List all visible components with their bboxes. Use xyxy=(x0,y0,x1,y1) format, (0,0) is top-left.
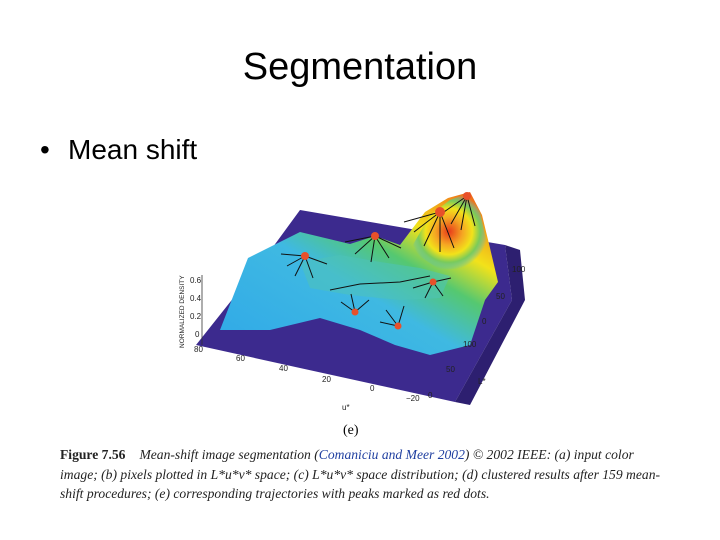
u-axis-label: u* xyxy=(342,403,350,412)
u-tick-label: −20 xyxy=(406,394,420,403)
slide-title: Segmentation xyxy=(242,46,478,88)
density-peak-ridge xyxy=(410,193,488,270)
z-tick-label: 0 xyxy=(195,330,200,339)
u-tick-label: 0 xyxy=(370,384,375,393)
u-tick-label: 60 xyxy=(236,354,245,363)
l-tick-label: 100 xyxy=(463,340,477,349)
peak-marker xyxy=(435,207,445,217)
u-tick-label: 40 xyxy=(279,364,288,373)
l-tick-label: 50 xyxy=(446,365,455,374)
figure-number: Figure 7.56 xyxy=(60,447,126,462)
l-tick-label: 0 xyxy=(428,391,433,400)
peak-marker xyxy=(429,278,437,286)
peak-marker xyxy=(463,192,471,200)
bullet-dot-icon: • xyxy=(40,134,50,165)
panel-label: (e) xyxy=(343,423,359,438)
peak-markers xyxy=(301,192,471,330)
bullet-item: • Mean shift xyxy=(40,130,197,170)
peak-marker xyxy=(301,252,309,260)
bullet-text: Mean shift xyxy=(68,134,198,165)
z-axis-label: NORMALIZED DENSITY xyxy=(179,275,186,348)
figure-caption: Figure 7.56 Mean-shift image segmentation… xyxy=(60,445,670,504)
peak-marker xyxy=(351,308,359,316)
u-tick-label: 20 xyxy=(322,375,331,384)
peak-marker xyxy=(394,322,402,330)
v-tick-label: 100 xyxy=(512,265,526,274)
z-tick-label: 0.6 xyxy=(190,276,202,285)
caption-text: ) © 2002 IEEE: (a) input color image; (b… xyxy=(60,447,661,501)
z-tick-label: 0.2 xyxy=(190,312,202,321)
peak-marker xyxy=(371,232,379,240)
z-tick-label: 0.4 xyxy=(190,294,202,303)
caption-citation: Comaniciu and Meer 2002 xyxy=(318,447,465,462)
base-plane-right-edge xyxy=(455,245,525,405)
u-tick-label: 80 xyxy=(194,345,203,354)
v-tick-label: 0 xyxy=(482,317,487,326)
caption-text: Mean-shift image segmentation ( xyxy=(139,447,319,462)
v-tick-label: 50 xyxy=(496,292,505,301)
l-axis-label: L* xyxy=(478,377,486,386)
